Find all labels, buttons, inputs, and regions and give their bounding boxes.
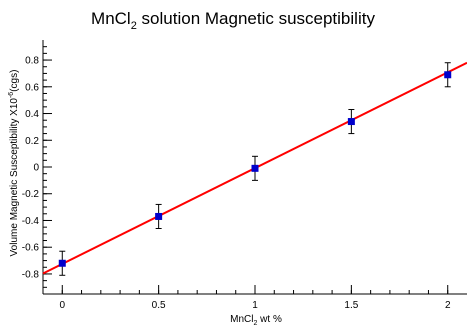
plot-area: 0.8 0.6 0.4 0.2 0 -0.2 -0.4 -0.6 -0.8 0 0.5 1 1.5 2 [22, 40, 467, 311]
data-point [251, 164, 259, 172]
y-tick-label: -0.6 [22, 243, 40, 254]
x-tick-label: 0.5 [152, 300, 166, 311]
x-axis-label-main: MnCl [230, 314, 253, 325]
y-axis-label: Volume Magnetic Susceptibility X10-6(cgs… [8, 70, 20, 257]
x-tick-label: 1.5 [344, 300, 358, 311]
x-tick-label: 0 [59, 300, 65, 311]
y-tick-label: 0.4 [25, 109, 39, 120]
chart-title: MnCl2 solution Magnetic susceptibility [91, 9, 375, 32]
x-tick-label: 1 [252, 300, 258, 311]
y-tick-label: -0.4 [22, 216, 40, 227]
y-tick-label: 0.6 [25, 82, 39, 93]
x-axis-label-sub: 2 [253, 320, 257, 327]
y-tick-label: 0 [33, 163, 39, 174]
chart-title-rest: solution Magnetic susceptibility [137, 9, 376, 28]
chart-title-sub: 2 [131, 20, 137, 32]
y-tick-label: -0.8 [22, 269, 40, 280]
data-point [444, 71, 452, 79]
data-point [347, 118, 355, 126]
y-axis-label-sup: -6 [8, 92, 15, 98]
y-tick-label: -0.2 [22, 189, 40, 200]
y-tick-label: 0.2 [25, 136, 39, 147]
data-point [155, 212, 163, 220]
y-axis-label-main: Volume Magnetic Susceptibility X10 [9, 98, 20, 257]
chart-title-main: MnCl [91, 9, 131, 28]
y-axis-label-rest: (cgs) [9, 70, 20, 92]
x-axis-label-rest: wt % [257, 314, 282, 325]
y-tick-label: 0.8 [25, 56, 39, 67]
x-tick-label: 2 [445, 300, 451, 311]
data-point [58, 259, 66, 267]
x-axis-label: MnCl2 wt % [230, 314, 282, 327]
